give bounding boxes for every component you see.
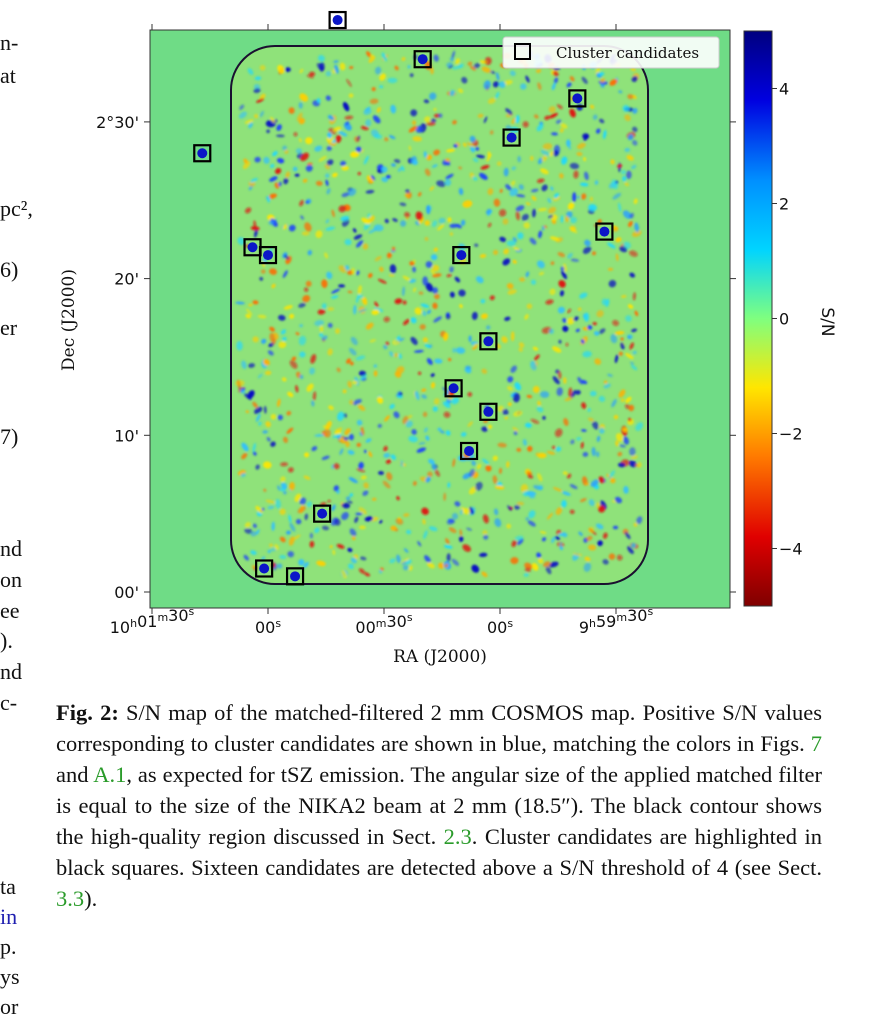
- figure-a1-link[interactable]: A.1: [93, 762, 127, 787]
- section-3-3-link[interactable]: 3.3: [56, 886, 85, 911]
- y-tick-label: 20': [114, 270, 139, 289]
- figure-7-link[interactable]: 7: [810, 731, 822, 756]
- x-axis-label: RA (J2000): [393, 647, 487, 667]
- y-axis: 2°30' 20' 10' 00': [96, 113, 736, 602]
- left-text-fragment: p.: [0, 934, 17, 959]
- x-tick-label: 10h01m30s: [110, 605, 195, 637]
- candidate-source: [483, 406, 494, 417]
- candidate-source: [572, 93, 583, 104]
- candidate-source: [317, 508, 328, 519]
- candidate-marker: [502, 128, 521, 147]
- y-tick-label: 10': [114, 426, 139, 445]
- caption-text-5: ).: [84, 886, 98, 911]
- y-tick-label: 2°30': [96, 113, 139, 132]
- x-tick-label: 9h59m30s: [579, 605, 654, 637]
- legend: Cluster candidates: [502, 36, 720, 69]
- x-axis: 10h01m30s 00s 00m30s 00s 9h59m30s: [110, 24, 654, 637]
- candidate-marker: [313, 504, 332, 523]
- colorbar-gradient: [743, 30, 773, 607]
- candidate-source: [332, 15, 343, 26]
- candidate-marker: [285, 567, 305, 586]
- left-text-fragment: ).: [0, 628, 13, 653]
- x-tick-label: 00s: [487, 617, 513, 637]
- colorbar-ticks: 4 2 0 −2 −4: [772, 80, 803, 559]
- candidate-source: [247, 242, 258, 253]
- figure-caption: Fig. 2: S/N map of the matched-filtered …: [56, 697, 822, 914]
- legend-box: [502, 36, 720, 69]
- candidate-marker: [193, 144, 212, 163]
- colorbar: 4 2 0 −2 −4 S/N: [743, 30, 837, 607]
- candidate-marker: [568, 89, 587, 108]
- left-text-fragment: on: [0, 567, 22, 592]
- candidate-marker: [595, 222, 614, 241]
- plot-frame: [149, 29, 731, 609]
- left-text-fragment: c-: [0, 690, 18, 715]
- y-tick-label: 00': [114, 583, 139, 602]
- left-text-fragment: ee: [0, 598, 20, 623]
- caption-text-4: . Cluster candidates are highlighted in …: [56, 824, 822, 880]
- candidate-source: [290, 571, 301, 582]
- candidate-marker: [255, 559, 274, 578]
- legend-marker: [514, 43, 531, 60]
- caption-label: Fig. 2:: [56, 700, 119, 725]
- caption-text-2: and: [56, 762, 94, 787]
- colorbar-tick-label: 2: [779, 195, 789, 214]
- candidate-marker: [258, 245, 278, 265]
- colorbar-tick-label: −4: [779, 540, 803, 559]
- left-text-fragment: ys: [0, 964, 20, 989]
- candidate-markers: [193, 10, 614, 586]
- left-text-fragment: or: [0, 994, 19, 1019]
- colorbar-tick-label: −2: [779, 425, 803, 444]
- candidate-marker: [452, 245, 471, 265]
- left-text-fragment: 7): [0, 424, 19, 449]
- candidate-source: [417, 54, 428, 65]
- caption-text-3: , as expected for tSZ emission. The angu…: [56, 762, 822, 849]
- candidate-marker: [479, 402, 498, 421]
- left-text-fragment: at: [0, 63, 16, 88]
- candidate-source: [464, 445, 475, 456]
- y-axis-label: Dec (J2000): [59, 269, 79, 371]
- candidate-source: [197, 148, 208, 159]
- x-tick-label: 00m30s: [355, 611, 412, 637]
- candidate-source: [483, 336, 494, 347]
- section-2-3-link[interactable]: 2.3: [443, 824, 472, 849]
- candidate-marker: [328, 10, 347, 30]
- contour-high-quality-region: [230, 45, 649, 585]
- candidate-marker: [479, 332, 498, 351]
- left-text-fragment: nd: [0, 659, 22, 684]
- colorbar-label: S/N: [817, 307, 837, 336]
- x-tick-label: 00s: [255, 617, 281, 637]
- legend-label: Cluster candidates: [556, 44, 699, 62]
- candidate-source: [599, 226, 610, 237]
- candidate-marker: [459, 441, 479, 461]
- left-text-fragment[interactable]: in: [0, 904, 18, 929]
- candidate-source: [263, 250, 273, 261]
- left-text-fragment: 6): [0, 257, 19, 282]
- left-text-fragment: n-: [0, 30, 19, 55]
- caption-text-1: S/N map of the matched-filtered 2 mm COS…: [56, 700, 822, 756]
- candidate-marker: [413, 50, 432, 69]
- candidate-source: [259, 563, 270, 574]
- left-column-text: n-at pc², 6) er 7) nd on ee). nd c-ta in p. ys or: [0, 0, 60, 1025]
- candidate-source: [506, 132, 517, 143]
- candidate-source: [448, 383, 459, 394]
- left-text-fragment: ta: [0, 874, 16, 899]
- sn-map-figure: Cluster candidates 10h01m30s 00s 00m30s 00s…: [59, 10, 837, 667]
- left-text-fragment: pc²,: [0, 196, 33, 221]
- colorbar-tick-label: 4: [779, 80, 789, 99]
- colorbar-tick-label: 0: [779, 310, 789, 329]
- candidate-marker: [444, 379, 463, 398]
- left-text-fragment: er: [0, 315, 18, 340]
- candidate-source: [456, 250, 467, 261]
- left-text-fragment: nd: [0, 536, 22, 561]
